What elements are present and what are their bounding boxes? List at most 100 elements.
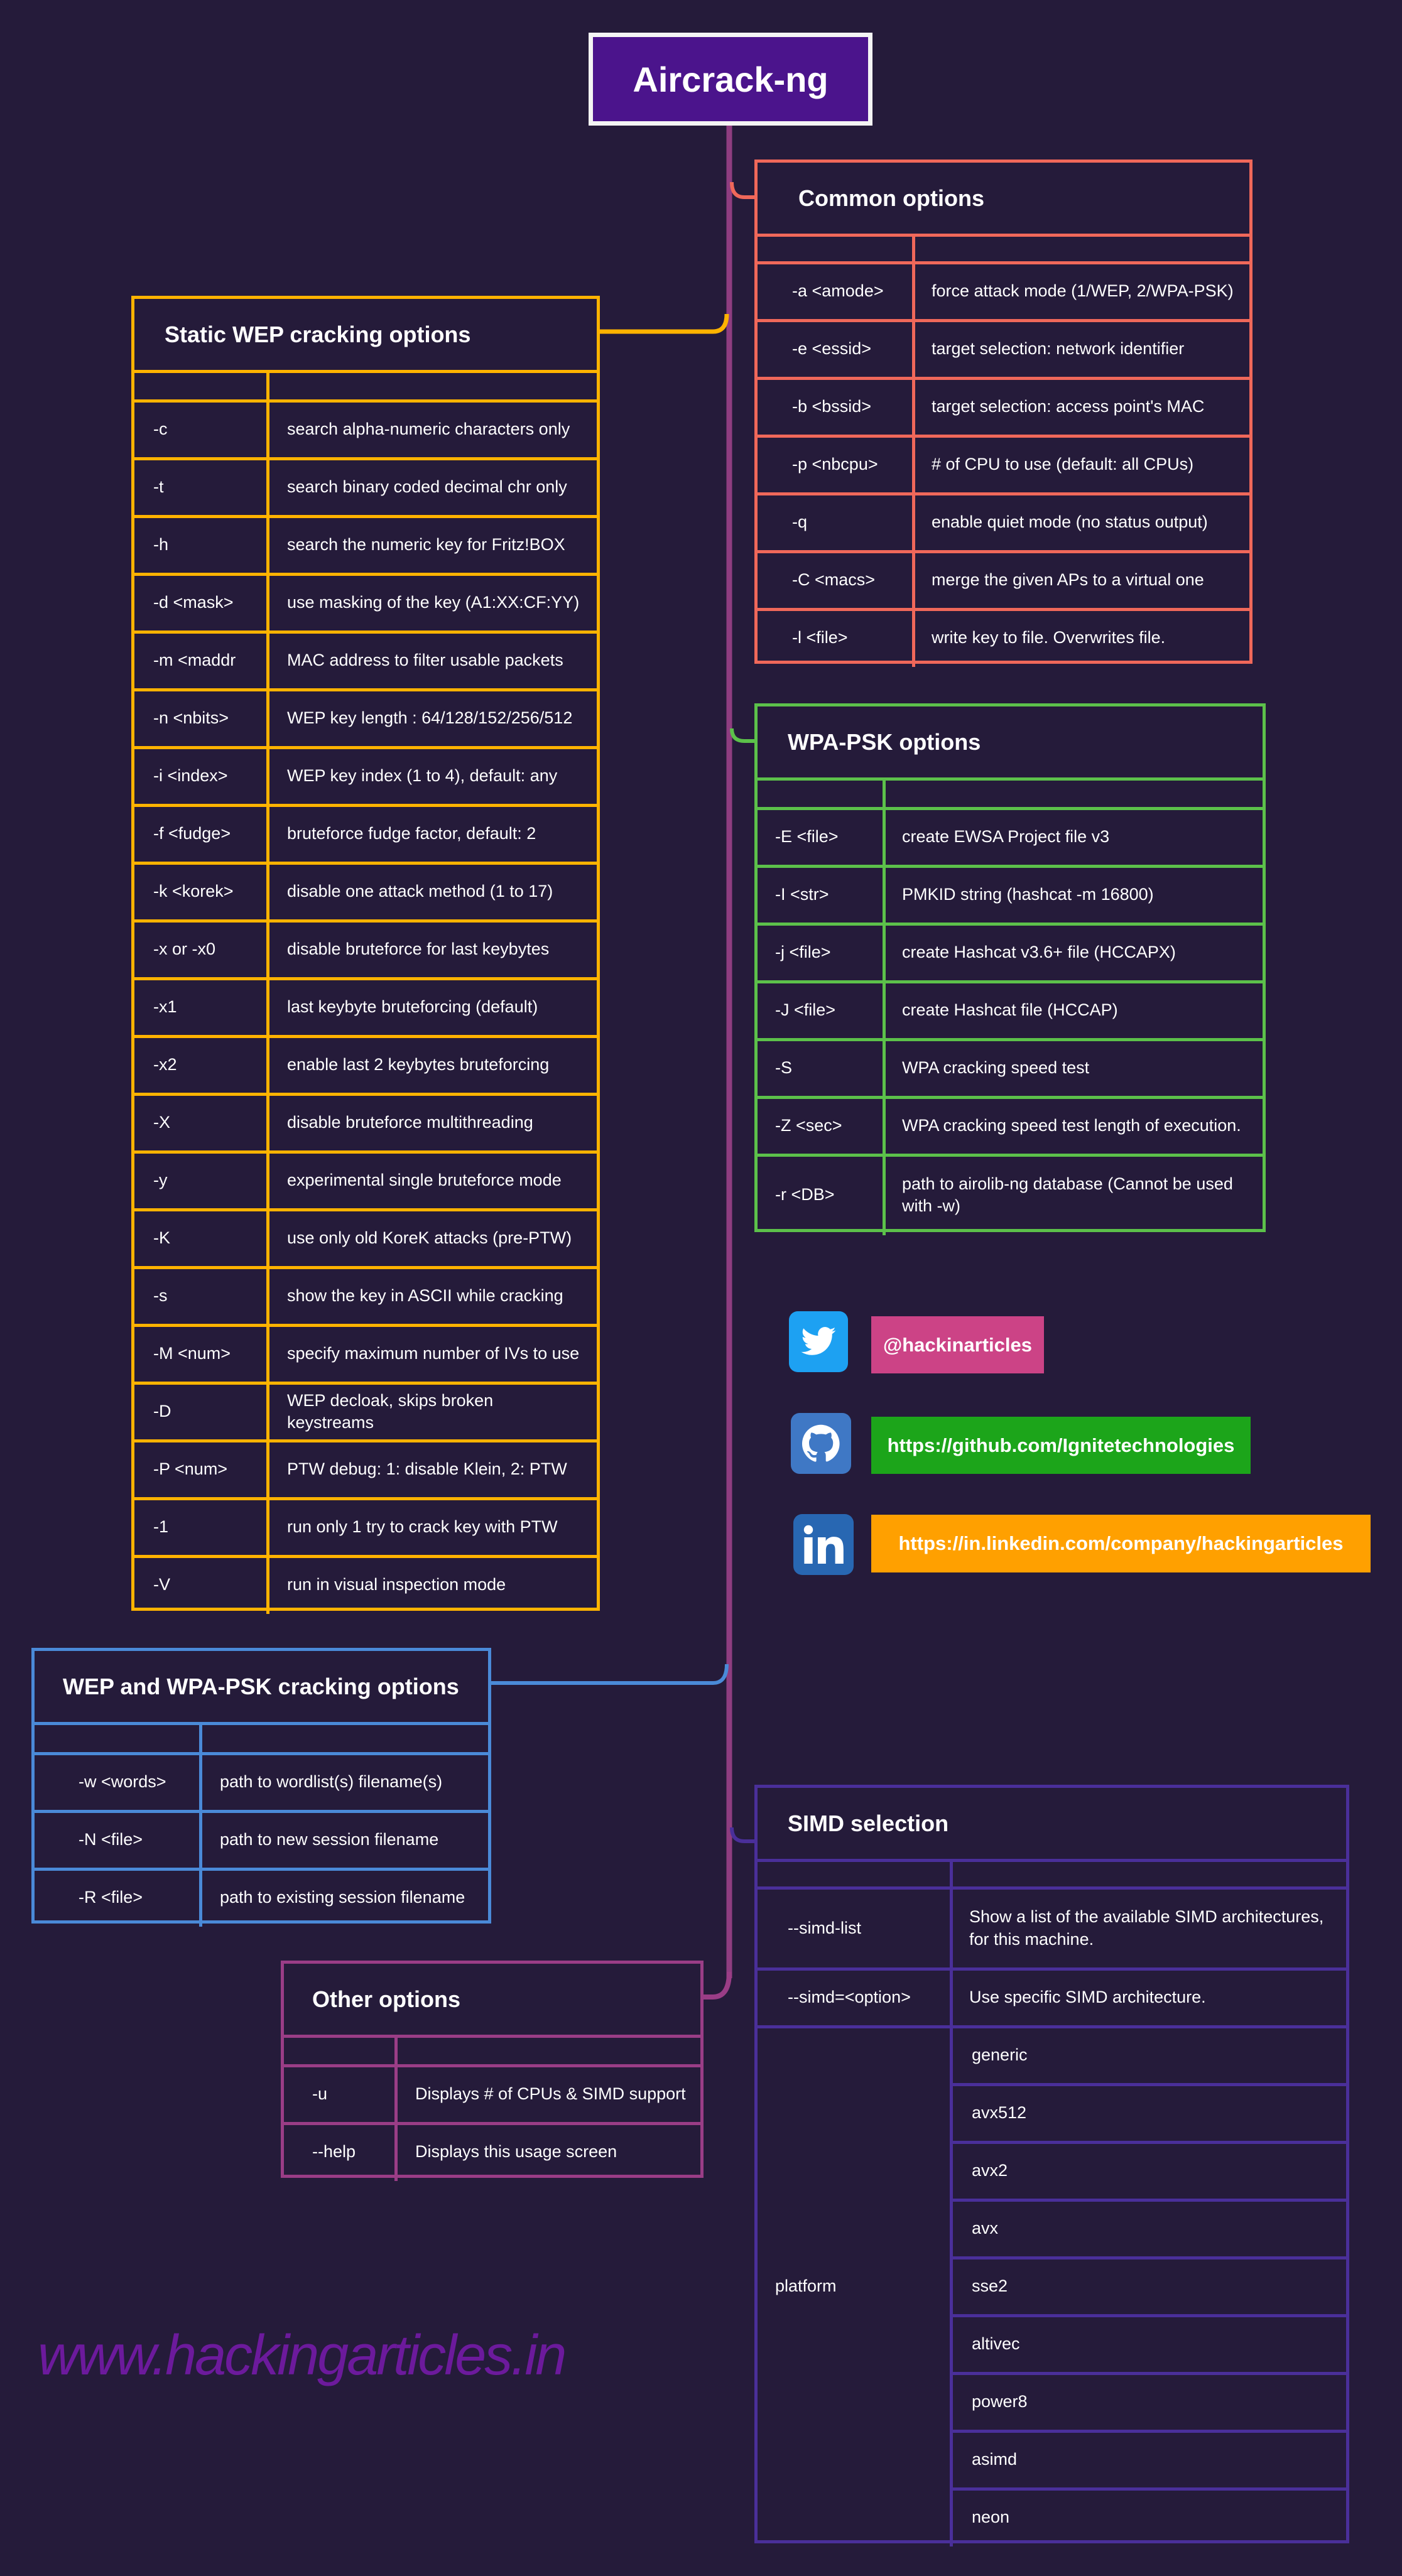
option-flag: -e <essid> xyxy=(792,339,872,359)
panel-title: Common options xyxy=(758,163,1249,237)
row-divider xyxy=(950,2199,1346,2202)
option-flag: -E <file> xyxy=(775,827,839,847)
column-divider xyxy=(199,1811,202,1869)
row-divider xyxy=(134,1554,597,1558)
option-flag: -x2 xyxy=(153,1055,177,1074)
panel-title: SIMD selection xyxy=(758,1788,1346,1862)
social-link[interactable]: https://in.linkedin.com/company/hackinga… xyxy=(871,1515,1371,1572)
option-description: path to existing session filename xyxy=(220,1888,465,1907)
option-flag: -q xyxy=(792,512,808,532)
platform-label: platform xyxy=(775,2276,837,2296)
option-flag: --simd-list xyxy=(788,1918,861,1937)
connector-wep-wpa xyxy=(491,1664,729,1685)
option-flag: -r <DB> xyxy=(775,1185,835,1204)
linkedin-icon[interactable] xyxy=(793,1514,854,1575)
column-divider xyxy=(199,1753,202,1811)
root-title: Aircrack-ng xyxy=(589,33,872,126)
option-description: disable one attack method (1 to 17) xyxy=(287,882,553,901)
connector-simd xyxy=(730,1827,756,1843)
twitter-icon[interactable] xyxy=(789,1311,848,1372)
row-divider xyxy=(758,607,1249,611)
column-divider xyxy=(266,1152,269,1210)
option-flag: -M <num> xyxy=(153,1344,231,1363)
connector-common xyxy=(730,181,756,199)
column-divider xyxy=(266,516,269,574)
column-divider xyxy=(883,924,886,982)
social-link[interactable]: https://github.com/Ignitetechnologies xyxy=(871,1417,1251,1474)
option-description: path to airolib-ng database (Cannot be u… xyxy=(902,1174,1233,1215)
platform-option: altivec xyxy=(972,2334,1020,2354)
option-description: WEP decloak, skips broken keystreams xyxy=(287,1390,494,1432)
column-divider xyxy=(912,378,915,436)
option-description: WPA cracking speed test length of execut… xyxy=(902,1116,1241,1135)
option-flag: -b <bssid> xyxy=(792,397,872,416)
option-description: create Hashcat file (HCCAP) xyxy=(902,1000,1118,1020)
option-flag: -u xyxy=(312,2084,328,2104)
option-description: target selection: network identifier xyxy=(932,339,1185,359)
row-divider xyxy=(950,2314,1346,2317)
column-divider xyxy=(266,1383,269,1441)
row-divider xyxy=(134,688,597,691)
panel-title: WPA-PSK options xyxy=(758,706,1263,781)
platform-option: asimd xyxy=(972,2450,1018,2469)
platform-option: avx512 xyxy=(972,2103,1027,2123)
option-flag: -i <index> xyxy=(153,766,228,786)
column-divider xyxy=(266,574,269,632)
row-divider xyxy=(758,318,1249,322)
panel-title: WEP and WPA-PSK cracking options xyxy=(35,1651,488,1725)
option-description: disable bruteforce multithreading xyxy=(287,1113,533,1132)
row-divider xyxy=(134,1150,597,1154)
option-description: path to wordlist(s) filename(s) xyxy=(220,1772,443,1792)
social-link[interactable]: @hackinarticles xyxy=(871,1316,1044,1373)
option-description: show the key in ASCII while cracking xyxy=(287,1286,563,1306)
row-divider xyxy=(758,1886,1346,1890)
connector-wpa-psk xyxy=(730,728,756,743)
row-divider xyxy=(950,2430,1346,2433)
column-divider xyxy=(266,863,269,921)
panel-static-wep: Static WEP cracking options -c search alph… xyxy=(131,296,600,1614)
row-divider xyxy=(35,1751,488,1755)
panel-simd: SIMD selection --simd-list Show a list of … xyxy=(754,1785,1349,2546)
row-divider xyxy=(758,2025,1346,2028)
row-divider xyxy=(758,1153,1263,1157)
panel-other: Other options -u Displays # of CPUs & SIMD… xyxy=(281,1961,704,2181)
option-flag: -p <nbcpu> xyxy=(792,455,878,474)
column-divider xyxy=(266,1498,269,1556)
option-flag: -C <macs> xyxy=(792,570,876,590)
option-description: last keybyte bruteforcing (default) xyxy=(287,997,538,1017)
option-description: run in visual inspection mode xyxy=(287,1575,506,1594)
column-divider xyxy=(266,1267,269,1325)
option-flag: -K xyxy=(153,1228,170,1248)
column-divider xyxy=(950,1888,953,1969)
row-divider xyxy=(758,492,1249,495)
option-description: search alpha-numeric characters only xyxy=(287,419,570,439)
option-description: WEP key index (1 to 4), default: any xyxy=(287,766,558,786)
option-flag: -m <maddr xyxy=(153,651,236,670)
option-flag: --simd=<option> xyxy=(788,1988,911,2007)
option-flag: -t xyxy=(153,477,164,497)
connector-other xyxy=(704,1971,732,2000)
option-description: Use specific SIMD architecture. xyxy=(969,1988,1206,2007)
row-divider xyxy=(758,864,1263,868)
option-description: WPA cracking speed test xyxy=(902,1058,1090,1078)
row-divider xyxy=(134,1323,597,1327)
row-divider xyxy=(35,1867,488,1871)
option-description: experimental single bruteforce mode xyxy=(287,1171,562,1190)
row-divider xyxy=(134,977,597,980)
option-flag: -d <mask> xyxy=(153,593,234,612)
row-divider xyxy=(950,2372,1346,2375)
option-description: create Hashcat v3.6+ file (HCCAPX) xyxy=(902,943,1176,962)
column-divider xyxy=(266,921,269,978)
option-flag: -I <str> xyxy=(775,885,829,904)
panel-common: Common options -a <amode> force attack mod… xyxy=(754,160,1253,667)
github-icon[interactable] xyxy=(791,1413,851,1474)
option-flag: -c xyxy=(153,419,168,439)
row-divider xyxy=(950,2141,1346,2144)
platform-option: generic xyxy=(972,2045,1028,2065)
row-divider xyxy=(134,630,597,634)
row-divider xyxy=(758,434,1249,438)
option-description: Displays # of CPUs & SIMD support xyxy=(415,2084,686,2104)
option-description: PTW debug: 1: disable Klein, 2: PTW xyxy=(287,1459,567,1479)
column-divider xyxy=(266,1036,269,1094)
option-description: force attack mode (1/WEP, 2/WPA-PSK) xyxy=(932,281,1234,301)
